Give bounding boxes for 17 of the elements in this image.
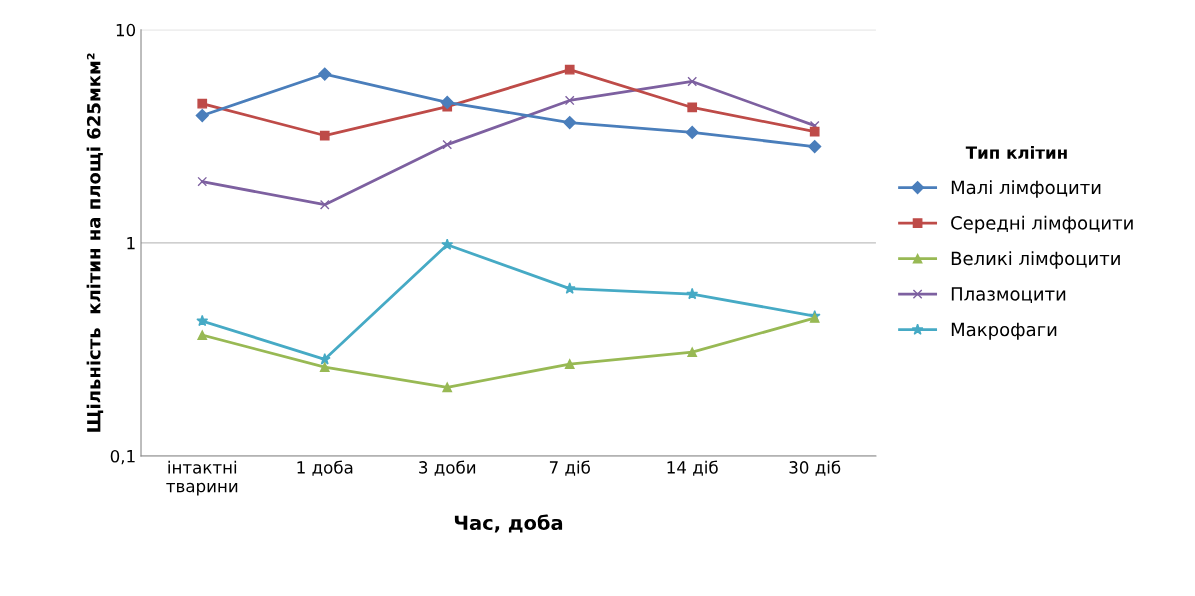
y-tick-label: 10 <box>116 23 136 37</box>
x-tick-label: 7 діб <box>549 460 590 476</box>
legend-label: Малі лімфоцити <box>951 180 1101 198</box>
legend-title: Тип клітин <box>965 145 1067 159</box>
y-tick-label: 0,1 <box>110 449 135 465</box>
x-axis-title: Час, доба <box>454 514 563 533</box>
y-tick-label: 1 <box>127 237 135 250</box>
x-tick-label: 3 доби <box>419 460 476 476</box>
legend-label: Середні лімфоцити <box>951 215 1133 234</box>
x-tick-label: 1 доба <box>297 460 353 476</box>
x-tick-label: 30 діб <box>789 460 841 476</box>
x-tick-label: 14 діб <box>667 460 718 476</box>
x-tick-label: інтактні тварини <box>166 460 238 496</box>
legend-label: Великі лімфоцити <box>951 251 1120 269</box>
y-axis-title: Щільність клітин на площі 625мкм² <box>86 53 104 432</box>
legend-label: Плазмоцити <box>951 287 1066 303</box>
legend-label: Макрофаги <box>951 322 1057 340</box>
